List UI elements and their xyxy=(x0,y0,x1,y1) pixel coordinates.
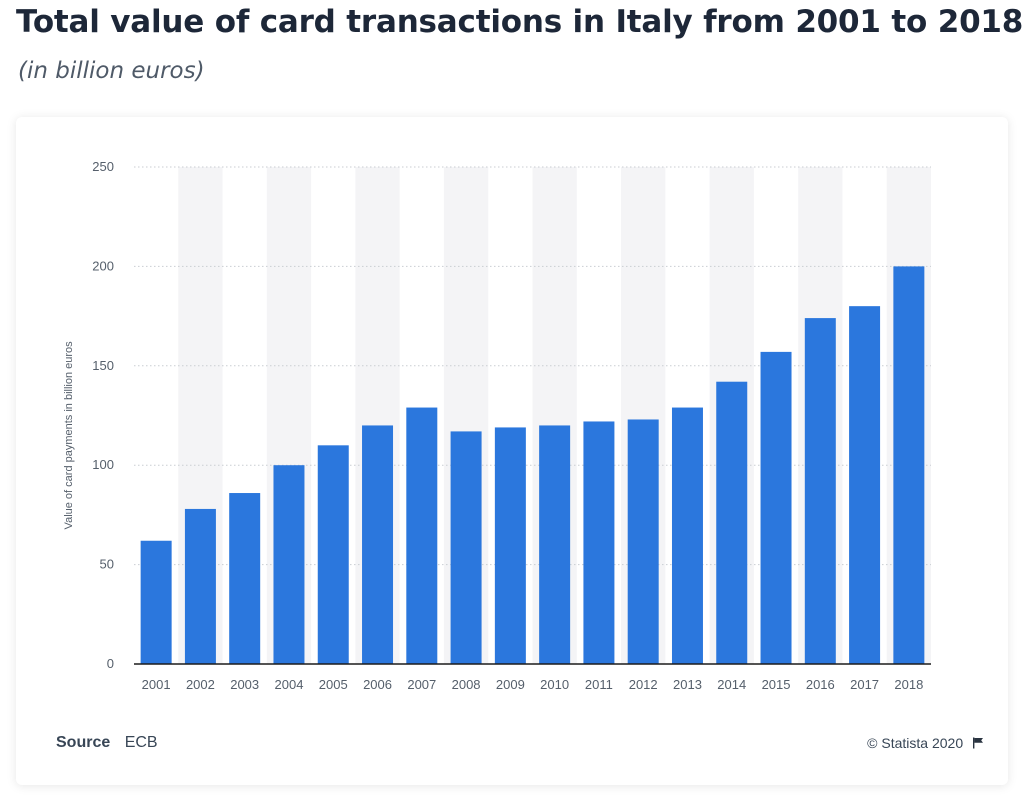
x-tick-label: 2015 xyxy=(762,677,791,692)
x-tick-label: 2011 xyxy=(585,677,613,692)
bar-2014 xyxy=(716,381,748,664)
x-tick-label: 2009 xyxy=(496,677,525,692)
bar-2010 xyxy=(539,425,571,664)
x-tick-label: 2014 xyxy=(717,677,746,692)
source-note: Source ECB xyxy=(56,734,158,752)
bar-2012 xyxy=(627,419,659,664)
bar-2003 xyxy=(229,493,261,664)
chart-title: Total value of card transactions in Ital… xyxy=(16,4,1024,40)
x-tick-label: 2010 xyxy=(540,677,569,692)
x-tick-label: 2013 xyxy=(673,677,702,692)
y-axis-label: Value of card payments in billion euros xyxy=(63,341,75,530)
bar-2016 xyxy=(804,318,836,664)
bar-chart: 0 50 100 150 200 250 2001 2002 2003 2004 2005 2006 2… xyxy=(63,159,931,692)
bar-2015 xyxy=(760,351,792,664)
flag-icon[interactable] xyxy=(972,737,984,749)
bar-2009 xyxy=(494,427,526,664)
x-tick-label: 2012 xyxy=(629,677,658,692)
bar-2002 xyxy=(184,508,216,664)
y-tick-label: 200 xyxy=(92,258,114,273)
x-tick-label: 2003 xyxy=(230,677,259,692)
y-tick-label: 250 xyxy=(92,159,114,174)
chart-subtitle: (in billion euros) xyxy=(18,58,205,84)
bar-2018 xyxy=(893,266,925,664)
x-tick-label: 2006 xyxy=(363,677,392,692)
source-label: Source xyxy=(56,734,111,751)
bar-2008 xyxy=(450,431,482,664)
source-value: ECB xyxy=(124,734,158,751)
bar-2013 xyxy=(671,407,703,664)
x-tick-label: 2017 xyxy=(850,677,879,692)
bar-2011 xyxy=(583,421,615,664)
credit-text: © Statista 2020 xyxy=(867,735,964,751)
bar-2007 xyxy=(406,407,438,664)
bar-2004 xyxy=(273,465,305,664)
statista-credit[interactable]: © Statista 2020 xyxy=(867,735,984,751)
y-tick-label: 0 xyxy=(107,656,114,671)
x-tick-label: 2001 xyxy=(142,677,171,692)
x-tick-label: 2004 xyxy=(275,677,304,692)
x-tick-label: 2008 xyxy=(452,677,481,692)
bar-2005 xyxy=(317,445,349,664)
bar-2017 xyxy=(849,306,881,664)
x-tick-label: 2016 xyxy=(806,677,835,692)
x-tick-label: 2007 xyxy=(407,677,436,692)
y-tick-label: 50 xyxy=(100,557,114,572)
x-tick-label: 2005 xyxy=(319,677,348,692)
bar-2006 xyxy=(362,425,394,664)
y-tick-label: 100 xyxy=(92,457,114,472)
x-tick-label: 2002 xyxy=(186,677,215,692)
x-tick-label: 2018 xyxy=(894,677,923,692)
chart-card: 0 50 100 150 200 250 2001 2002 2003 2004 2005 2006 2… xyxy=(16,117,1008,785)
y-tick-label: 150 xyxy=(92,358,114,373)
bar-2001 xyxy=(140,540,172,664)
